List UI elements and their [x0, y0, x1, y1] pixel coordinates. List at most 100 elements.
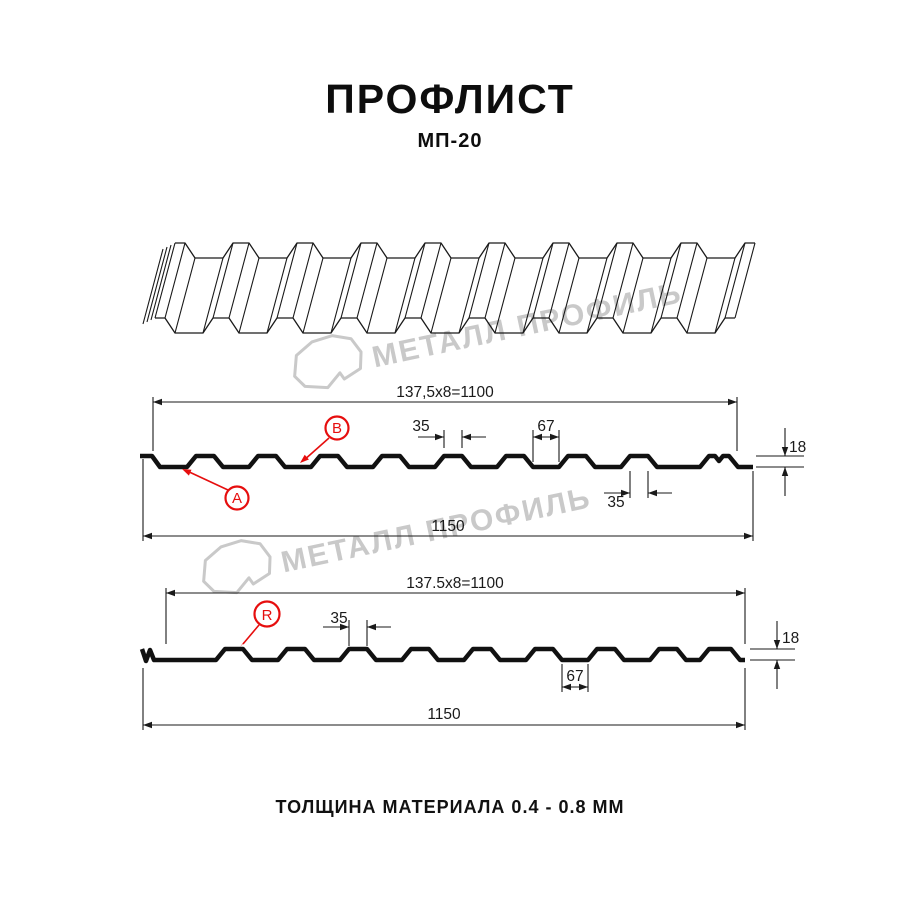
dim-coverage-a: 137,5x8=1100 [396, 384, 494, 401]
section-r-labels: 137.5x8=1100 35 67 1150 18 R [240, 575, 799, 723]
marker-circle-b [324, 415, 350, 441]
sheet-rib-line [164, 242, 186, 319]
marker-label-r: R [262, 607, 273, 624]
dim-arrowhead [736, 721, 745, 729]
page-title: ПРОФЛИСТ [325, 76, 575, 122]
sheet-rib-line [548, 242, 570, 319]
sheet-rib-line [586, 257, 608, 334]
watermark-middle: МЕТАЛЛ ПРОФИЛЬ [202, 481, 594, 595]
sheet-rib-line [340, 242, 362, 319]
sheet-rib-line [356, 242, 378, 319]
sheet-rib-line [420, 242, 442, 319]
material-thickness-note: ТОЛЩИНА МАТЕРИАЛА 0.4 - 0.8 ММ [275, 797, 625, 817]
sheet-rib-line [228, 242, 250, 319]
dim-arrowhead [648, 489, 657, 497]
sheet-rib-line [724, 242, 746, 319]
dim-overall-r: 1150 [427, 706, 461, 723]
section-a-geometry [140, 397, 804, 541]
sheet-rib-line [532, 242, 554, 319]
profile-outline [139, 646, 745, 664]
sheet-rib-line [686, 257, 708, 334]
dim-arrowhead [143, 721, 152, 729]
marker-arrowhead-r [240, 638, 249, 647]
sheet-rib-line [404, 242, 426, 319]
sheet-rib-line [714, 257, 736, 334]
sheet-rib-line [430, 257, 452, 334]
sheet-rib-line [612, 242, 634, 319]
dim-arrowhead [562, 683, 571, 691]
dim-arrowhead [579, 683, 588, 691]
sheet-rib-line [622, 257, 644, 334]
sheet-rib-line [494, 257, 516, 334]
dim-coverage-r: 137.5x8=1100 [406, 575, 504, 592]
watermark-top: МЕТАЛЛ ПРОФИЛЬ [293, 276, 685, 390]
marker-arrow-a [184, 469, 229, 491]
dim-arrowhead [744, 532, 753, 540]
dim-arrowhead [533, 433, 542, 441]
marker-circle-a [224, 485, 250, 511]
sheet-rib-line [676, 242, 698, 319]
dim-arrowhead [781, 467, 789, 476]
sheet-rib-line [330, 257, 352, 334]
dim-rib-top-lower-a: 35 [607, 494, 624, 511]
sheet-rib-line [202, 257, 224, 334]
dim-valley-a: 67 [537, 418, 554, 435]
dim-arrowhead [736, 589, 745, 597]
brand-logo-icon [293, 334, 363, 390]
sheet-cut-edge-line [146, 246, 168, 323]
sheet-cut-edge-line [150, 244, 172, 321]
dim-valley-r: 67 [566, 668, 583, 685]
sheet-rib-line [458, 257, 480, 334]
sheet-rib-line [558, 257, 580, 334]
brand-logo-icon [202, 539, 272, 595]
sheet-3d-view [142, 242, 756, 334]
sheet-rib-line [212, 242, 234, 319]
dim-height-a: 18 [789, 439, 806, 456]
sheet-rib-line [276, 242, 298, 319]
dim-rib-top-r: 35 [330, 610, 347, 627]
sheet-rib-line [650, 257, 672, 334]
dim-arrowhead [153, 398, 162, 406]
dim-overall-a: 1150 [431, 518, 465, 535]
sheet-rib-line [292, 242, 314, 319]
watermark-text: МЕТАЛЛ ПРОФИЛЬ [369, 276, 685, 374]
dim-arrowhead [550, 433, 559, 441]
dim-arrowhead [166, 589, 175, 597]
dim-arrowhead [367, 623, 376, 631]
sheet-front-edge [155, 317, 735, 334]
sheet-rib-line [154, 242, 176, 319]
sheet-rib-line [484, 242, 506, 319]
sheet-rib-line [734, 242, 756, 319]
sheet-rib-line [394, 257, 416, 334]
dim-arrowhead [781, 447, 789, 456]
sheet-rib-line [174, 257, 196, 334]
section-a-labels: 137,5x8=1100 35 67 35 1150 18 A B [182, 384, 806, 535]
dim-arrowhead [462, 433, 471, 441]
sheet-rib-line [468, 242, 490, 319]
sheet-rib-line [302, 257, 324, 334]
sheet-rib-line [596, 242, 618, 319]
dim-height-r: 18 [782, 630, 799, 647]
marker-label-a: A [232, 490, 242, 507]
profile-outline [140, 453, 753, 470]
dim-arrowhead [435, 433, 444, 441]
marker-arrowhead-b [300, 454, 309, 463]
dim-arrowhead [621, 489, 630, 497]
marker-arrow-b [302, 437, 330, 462]
sheet-rib-line [266, 257, 288, 334]
dim-rib-top-a: 35 [412, 418, 429, 435]
dim-arrowhead [143, 532, 152, 540]
marker-circle-r [253, 600, 281, 628]
sheet-cut-edge-line [142, 248, 164, 325]
dim-arrowhead [773, 660, 781, 669]
section-r-geometry [139, 588, 795, 730]
marker-label-b: B [332, 420, 342, 437]
sheet-rib-line [366, 257, 388, 334]
sheet-rib-line [660, 242, 682, 319]
page-subtitle: МП-20 [417, 130, 483, 152]
sheet-back-edge [175, 242, 755, 259]
dim-arrowhead [728, 398, 737, 406]
sheet-rib-line [522, 257, 544, 334]
